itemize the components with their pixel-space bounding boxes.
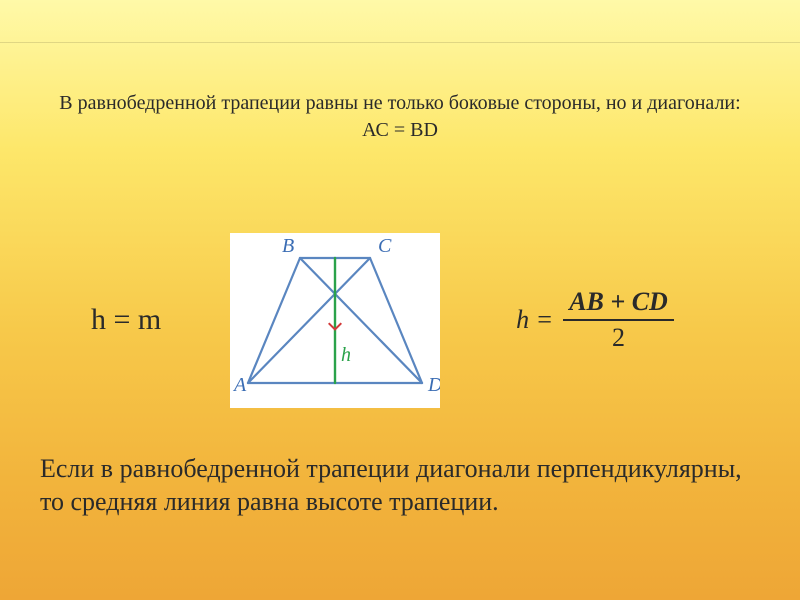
formula-lhs: h = (516, 305, 553, 335)
trapezoid-figure: A B C Dh (225, 233, 445, 408)
header-line-2: АС = BD (28, 117, 772, 144)
theorem-text: Если в равнобедренной трапеции диагонали… (40, 452, 760, 519)
svg-text:B: B (282, 235, 294, 257)
formula-numerator: AB + CD (563, 287, 674, 321)
left-equation: h = m (55, 303, 225, 337)
header-line-1: В равнобедренной трапеции равны не тольк… (28, 90, 772, 117)
content-row: h = m A B C Dh h = AB + CD 2 (0, 220, 800, 420)
formula-fraction: AB + CD 2 (563, 287, 674, 353)
header-block: В равнобедренной трапеции равны не тольк… (0, 90, 800, 144)
svg-text:A: A (232, 374, 247, 396)
formula-denominator: 2 (612, 321, 625, 353)
trapezoid-svg: A B C Dh (230, 233, 440, 408)
midline-formula: h = AB + CD 2 (445, 287, 745, 353)
svg-text:h: h (341, 344, 351, 366)
svg-text:D: D (427, 374, 440, 396)
divider (0, 42, 800, 43)
svg-text:C: C (378, 235, 392, 257)
